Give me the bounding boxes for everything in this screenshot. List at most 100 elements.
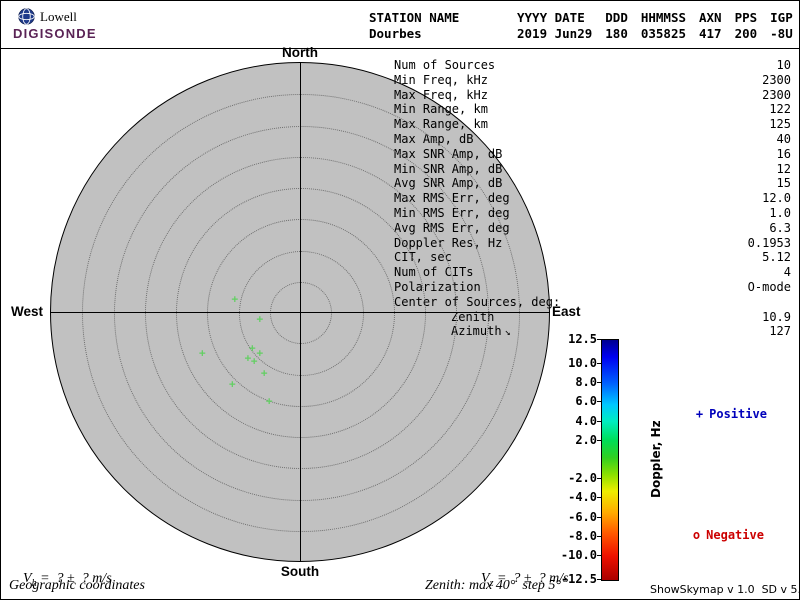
colorbar-tick-mark	[597, 516, 601, 518]
stats-row: Max Range, km 125	[394, 117, 791, 132]
header-table: STATION NAME Dourbes YYYY DATE 2019 Jun29 DD…	[369, 10, 799, 41]
header-column-value: 035825	[640, 25, 686, 41]
colorbar-tick-label: 10.0	[568, 356, 597, 370]
colorbar-tick-mark	[597, 497, 601, 499]
stats-value: 2300	[762, 87, 791, 102]
header-column: IGP -8U	[770, 10, 793, 41]
legend-positive: + Positive	[667, 393, 767, 435]
vertical-velocity-readout: Vz = ? ± ? m/s	[467, 555, 569, 599]
legend-negative-label: Negative	[706, 528, 764, 542]
colorbar-tick-mark	[597, 339, 601, 340]
coordinates-note: Geographic coordinates	[9, 578, 145, 593]
colorbar-tick-mark	[597, 420, 601, 422]
skymap-horizontal-axis	[51, 312, 549, 313]
logo-org-name: Lowell	[40, 8, 77, 24]
logo-top-row: Lowell	[18, 8, 97, 25]
header-column-label: AXN	[699, 10, 722, 25]
colorbar-tick-label: -6.0	[568, 509, 597, 524]
stats-value: 127	[769, 324, 791, 339]
colorbar-gradient	[601, 339, 619, 581]
source-point: +	[250, 354, 258, 368]
zenith-ring	[82, 94, 520, 532]
positive-marker-icon: +	[695, 407, 704, 421]
header-column: PPS 200	[735, 10, 758, 41]
stats-value: 122	[769, 102, 791, 117]
legend-positive-label: Positive	[709, 407, 767, 421]
stats-value: 10.9	[762, 309, 791, 324]
header-column-label: PPS	[734, 10, 758, 25]
stats-label: Min Range, km	[394, 102, 488, 117]
doppler-colorbar: 12.5 10.0 8.0 6.0 4.0 2.0 -2.0 -4.0 -6.0 -8.0 -10.…	[553, 332, 713, 590]
vh-subscript: h	[31, 577, 37, 589]
compass-east-label: East	[552, 304, 581, 319]
stats-value: 5.12	[762, 250, 791, 265]
header-column-value: Dourbes	[369, 25, 422, 41]
source-point: +	[198, 346, 206, 360]
source-point: +	[256, 346, 264, 360]
stats-row: Max Freq, kHz 2300	[394, 88, 791, 103]
header-column-value: -8U	[770, 25, 793, 41]
colorbar-tick-mark	[597, 439, 601, 441]
skymap-points: + + + + + + + + + +	[51, 63, 549, 561]
header-column-label: DDD	[605, 10, 628, 25]
lowell-digisonde-logo: Lowell DIGISONDE	[13, 8, 97, 41]
colorbar-tick-label: -10.0	[560, 548, 597, 562]
stats-row: Num of Sources 10	[394, 58, 791, 73]
vh-value: = ? ± ? m/s	[36, 571, 112, 586]
colorbar-tick-label: -4.0	[568, 490, 597, 505]
stats-value: 2300	[762, 72, 791, 87]
stats-row: Min Range, km 122	[394, 102, 791, 117]
stats-value: 12.0	[762, 191, 791, 206]
source-point: +	[231, 292, 239, 306]
skymap-plot: + + + + + + + + + +	[50, 62, 550, 562]
vz-symbol: V	[481, 571, 490, 586]
vz-value: = ? ± ? m/s	[493, 571, 569, 586]
header-column: HHMMSS 035825	[641, 10, 686, 41]
stats-value: 10	[776, 58, 791, 72]
colorbar-title: Doppler, Hz	[649, 420, 663, 498]
header-column-value: 417	[699, 25, 722, 41]
stats-row: Min Freq, kHz 2300	[394, 73, 791, 88]
stats-value: 40	[776, 131, 791, 146]
compass-south-label: South	[280, 564, 320, 579]
header-column-value: 2019 Jun29	[517, 25, 593, 41]
logo-brand-name: DIGISONDE	[13, 26, 97, 41]
colorbar-tick-label: 2.0	[575, 432, 597, 447]
source-point: +	[260, 366, 268, 380]
source-point: +	[256, 312, 264, 326]
colorbar-tick-label: -8.0	[568, 528, 597, 543]
stats-label: Num of Sources	[394, 58, 496, 72]
compass-north-label: North	[282, 45, 318, 60]
stats-value: 4	[783, 265, 791, 280]
legend-negative: o Negative	[664, 514, 764, 556]
colorbar-tick-mark	[597, 478, 601, 480]
header-column-label: STATION NAME	[369, 10, 460, 25]
negative-marker-icon: o	[692, 528, 701, 542]
source-point: +	[248, 341, 256, 355]
version-label: ShowSkymap v 1.0 SD v 5.1	[650, 583, 800, 596]
stats-label: Max Freq, kHz	[394, 87, 488, 102]
colorbar-tick-label: 4.0	[575, 413, 597, 428]
source-point: +	[244, 351, 252, 365]
stats-value: 0.1953	[747, 235, 791, 250]
vz-subscript: z	[489, 577, 494, 589]
globe-icon	[18, 8, 35, 25]
header-column: STATION NAME Dourbes	[369, 10, 517, 41]
colorbar-tick-label: 6.0	[575, 394, 597, 409]
header-divider	[1, 48, 799, 49]
stats-value: 12	[776, 161, 791, 176]
colorbar-tick-label: -2.0	[568, 471, 597, 486]
colorbar-tick-mark	[597, 401, 601, 403]
colorbar-tick-mark	[597, 535, 601, 537]
header-column: YYYY DATE 2019 Jun29	[517, 10, 592, 41]
stats-value: 15	[776, 176, 791, 191]
colorbar-tick-mark	[597, 382, 601, 384]
source-point: +	[265, 394, 273, 408]
colorbar-tick-label: 8.0	[575, 375, 597, 390]
colorbar-tick-label: 12.5	[568, 332, 597, 346]
stats-value: O-mode	[747, 279, 791, 294]
compass-west-label: West	[11, 304, 44, 319]
stats-label: Min Freq, kHz	[394, 72, 488, 87]
colorbar-tick-mark	[597, 579, 601, 580]
